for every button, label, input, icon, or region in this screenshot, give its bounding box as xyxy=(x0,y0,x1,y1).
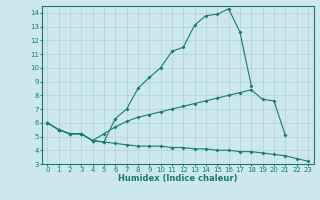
X-axis label: Humidex (Indice chaleur): Humidex (Indice chaleur) xyxy=(118,174,237,183)
